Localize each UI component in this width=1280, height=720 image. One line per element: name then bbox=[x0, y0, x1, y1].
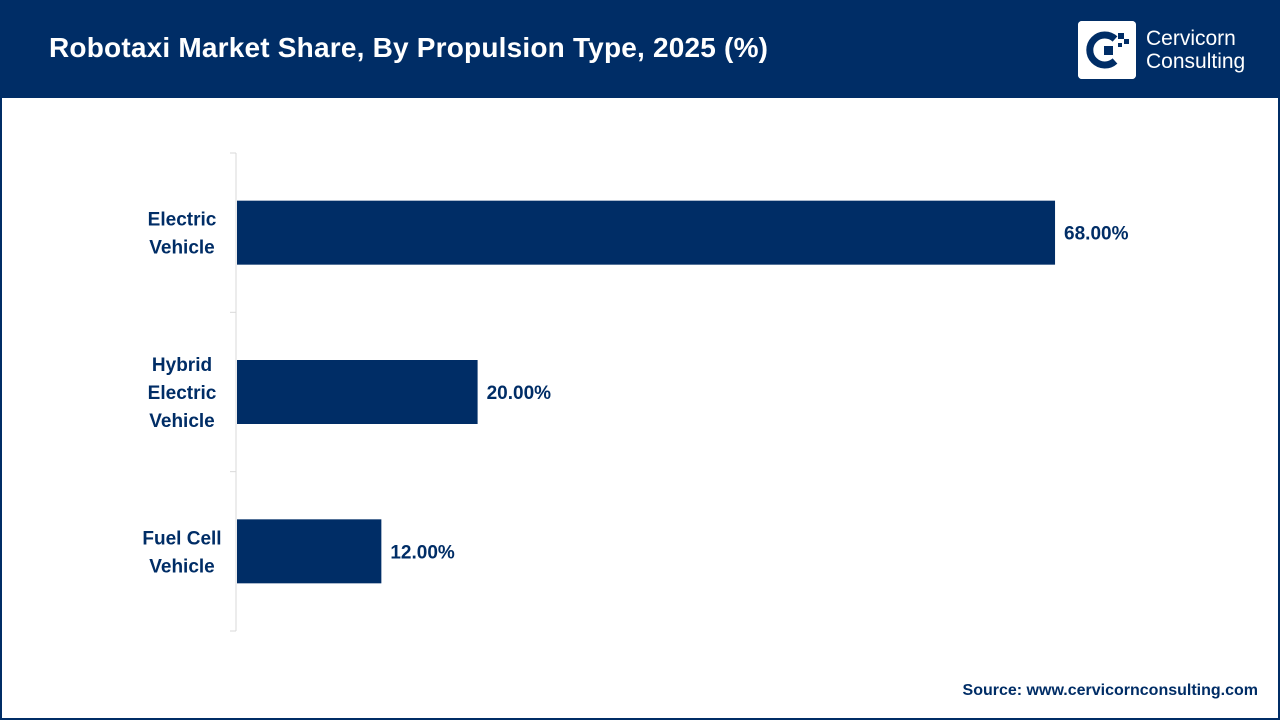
header-banner: Robotaxi Market Share, By Propulsion Typ… bbox=[2, 2, 1278, 98]
category-label: Electric Vehicle bbox=[148, 210, 217, 259]
bar bbox=[237, 360, 478, 424]
bar bbox=[237, 519, 382, 584]
logo-line-1: Cervicorn bbox=[1146, 27, 1236, 50]
bar bbox=[237, 200, 1056, 265]
category-label-line: Electric bbox=[148, 210, 217, 231]
category-label-line: Fuel Cell bbox=[142, 528, 221, 549]
data-label: 68.00% bbox=[1064, 224, 1129, 245]
company-logo: Cervicorn Consulting bbox=[1078, 21, 1268, 79]
category-label-line: Vehicle bbox=[149, 238, 215, 259]
logo-text: Cervicorn Consulting bbox=[1146, 27, 1245, 73]
source-note: Source: www.cervicornconsulting.com bbox=[962, 682, 1258, 699]
bar-chart: 68.00% Electric Vehicle 20.00% Hybrid Electri… bbox=[142, 152, 1129, 632]
data-label: 12.00% bbox=[390, 542, 455, 563]
logo-mark-svg bbox=[1078, 21, 1136, 79]
category-label-line: Electric bbox=[148, 383, 217, 404]
category-label-line: Vehicle bbox=[149, 556, 215, 577]
cervicorn-logo-icon bbox=[1078, 21, 1136, 79]
category-label-line: Vehicle bbox=[149, 411, 215, 432]
category-label-line: Hybrid bbox=[152, 355, 212, 376]
logo-line-2: Consulting bbox=[1146, 50, 1246, 73]
chart-title: Robotaxi Market Share, By Propulsion Typ… bbox=[49, 32, 769, 63]
chart-area: 68.00% Electric Vehicle 20.00% Hybrid Electri… bbox=[2, 98, 1278, 718]
data-label: 20.00% bbox=[487, 383, 552, 404]
category-label: Fuel Cell Vehicle bbox=[142, 528, 221, 577]
category-label: Hybrid Electric Vehicle bbox=[148, 355, 217, 432]
